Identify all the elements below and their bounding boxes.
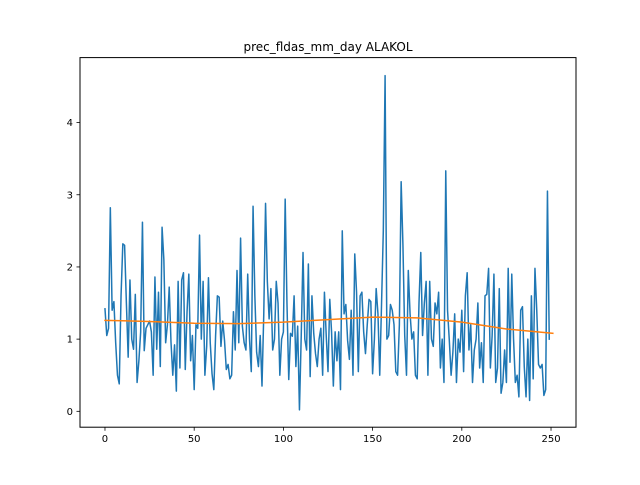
x-tick-label: 50 — [188, 434, 201, 445]
y-tick-label: 2 — [67, 263, 73, 274]
series-line-2 — [104, 316, 554, 335]
x-tick-label: 200 — [452, 434, 471, 445]
plot-frame — [79, 57, 577, 428]
y-tick-label: 3 — [67, 190, 73, 201]
y-tick-label: 1 — [67, 335, 73, 346]
series-layer — [104, 74, 554, 411]
x-tick-label: 150 — [363, 434, 382, 445]
x-tick-label: 0 — [102, 434, 108, 445]
y-tick-label: 0 — [67, 407, 73, 418]
x-tick-label: 100 — [274, 434, 293, 445]
x-tick-label: 250 — [541, 434, 560, 445]
chart-title: prec_fldas_mm_day ALAKOL — [243, 40, 412, 54]
axis-layer: 0 50 100 150 200 250 0 1 2 3 4 — [67, 118, 561, 445]
series-line-1 — [104, 74, 550, 411]
y-tick-label: 4 — [67, 118, 73, 129]
